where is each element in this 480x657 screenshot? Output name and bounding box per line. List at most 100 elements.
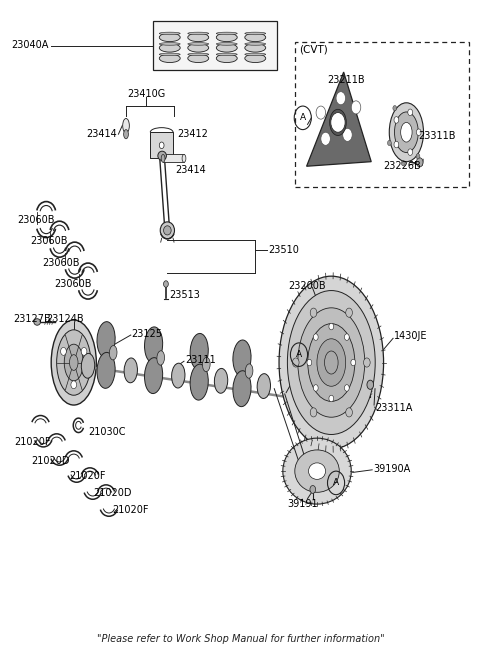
Text: 21020D: 21020D	[31, 456, 70, 466]
Circle shape	[345, 334, 349, 340]
Text: 23060B: 23060B	[42, 258, 80, 268]
Circle shape	[416, 154, 420, 159]
Ellipse shape	[401, 122, 412, 142]
Text: 21020D: 21020D	[93, 488, 131, 499]
Ellipse shape	[279, 276, 384, 449]
Text: 23200B: 23200B	[288, 281, 326, 291]
Bar	[163, 154, 184, 162]
Bar	[153, 21, 276, 70]
Ellipse shape	[233, 340, 251, 376]
Ellipse shape	[51, 320, 96, 405]
Text: 21020F: 21020F	[69, 471, 106, 482]
Ellipse shape	[203, 357, 210, 372]
Text: 39191: 39191	[288, 499, 318, 509]
Text: A: A	[300, 114, 306, 122]
Circle shape	[336, 92, 346, 104]
Circle shape	[393, 106, 396, 111]
Ellipse shape	[330, 109, 346, 135]
Ellipse shape	[216, 43, 237, 52]
Bar	[295, 42, 469, 187]
Text: 23111: 23111	[185, 355, 216, 365]
Ellipse shape	[144, 357, 163, 394]
Ellipse shape	[245, 364, 253, 378]
Text: 23410G: 23410G	[127, 89, 165, 99]
Ellipse shape	[124, 358, 137, 383]
Text: 23060B: 23060B	[18, 215, 55, 225]
Ellipse shape	[188, 32, 209, 35]
Text: 21030C: 21030C	[88, 427, 125, 437]
Ellipse shape	[190, 334, 208, 369]
Ellipse shape	[161, 154, 165, 162]
Ellipse shape	[34, 319, 40, 325]
Circle shape	[329, 396, 334, 402]
Ellipse shape	[123, 118, 129, 133]
Ellipse shape	[317, 339, 346, 386]
Circle shape	[401, 160, 405, 166]
Ellipse shape	[216, 54, 237, 62]
Ellipse shape	[97, 352, 115, 388]
Ellipse shape	[109, 346, 117, 360]
Circle shape	[394, 141, 399, 148]
Circle shape	[416, 129, 421, 135]
Ellipse shape	[182, 154, 186, 162]
Bar	[150, 132, 173, 158]
Circle shape	[408, 149, 413, 156]
Circle shape	[331, 112, 345, 132]
Circle shape	[345, 385, 349, 391]
Ellipse shape	[159, 43, 180, 45]
Circle shape	[292, 358, 299, 367]
Text: 23226B: 23226B	[384, 161, 421, 171]
Ellipse shape	[190, 364, 208, 400]
Text: A: A	[296, 350, 302, 359]
Circle shape	[387, 141, 391, 146]
Circle shape	[394, 117, 399, 124]
Ellipse shape	[308, 324, 355, 401]
Ellipse shape	[158, 151, 167, 160]
Ellipse shape	[245, 32, 266, 35]
Circle shape	[416, 158, 423, 167]
Text: 23211B: 23211B	[327, 75, 365, 85]
Polygon shape	[307, 72, 371, 166]
Ellipse shape	[309, 463, 325, 480]
Text: 23311B: 23311B	[418, 131, 456, 141]
Ellipse shape	[216, 33, 237, 41]
Ellipse shape	[70, 355, 78, 371]
Circle shape	[81, 348, 87, 355]
Ellipse shape	[245, 43, 266, 45]
Ellipse shape	[159, 54, 180, 62]
Ellipse shape	[159, 43, 180, 52]
Circle shape	[307, 359, 312, 366]
Text: 23124B: 23124B	[46, 314, 84, 325]
Ellipse shape	[188, 43, 209, 45]
Circle shape	[164, 281, 168, 287]
Ellipse shape	[233, 371, 251, 407]
Ellipse shape	[298, 308, 365, 417]
Ellipse shape	[245, 43, 266, 52]
Text: 1430JE: 1430JE	[394, 331, 428, 342]
Text: 23127B: 23127B	[13, 314, 51, 325]
Ellipse shape	[159, 142, 164, 148]
Ellipse shape	[295, 450, 339, 492]
Ellipse shape	[188, 54, 209, 62]
Ellipse shape	[245, 53, 266, 56]
Circle shape	[316, 106, 325, 119]
Ellipse shape	[216, 32, 237, 35]
Circle shape	[313, 334, 318, 340]
Ellipse shape	[216, 43, 237, 45]
Text: 23414: 23414	[176, 165, 206, 175]
Text: 23513: 23513	[169, 290, 200, 300]
Text: 23040A: 23040A	[11, 39, 48, 49]
Ellipse shape	[216, 53, 237, 56]
Text: 39190A: 39190A	[373, 463, 410, 474]
Text: A: A	[333, 478, 339, 487]
Ellipse shape	[124, 129, 128, 139]
Circle shape	[310, 308, 317, 317]
Ellipse shape	[64, 344, 83, 381]
Circle shape	[343, 128, 352, 141]
Circle shape	[310, 486, 316, 493]
Ellipse shape	[215, 369, 228, 394]
Ellipse shape	[188, 33, 209, 41]
Circle shape	[321, 132, 330, 145]
Ellipse shape	[81, 353, 95, 378]
Text: 23311A: 23311A	[375, 403, 412, 413]
